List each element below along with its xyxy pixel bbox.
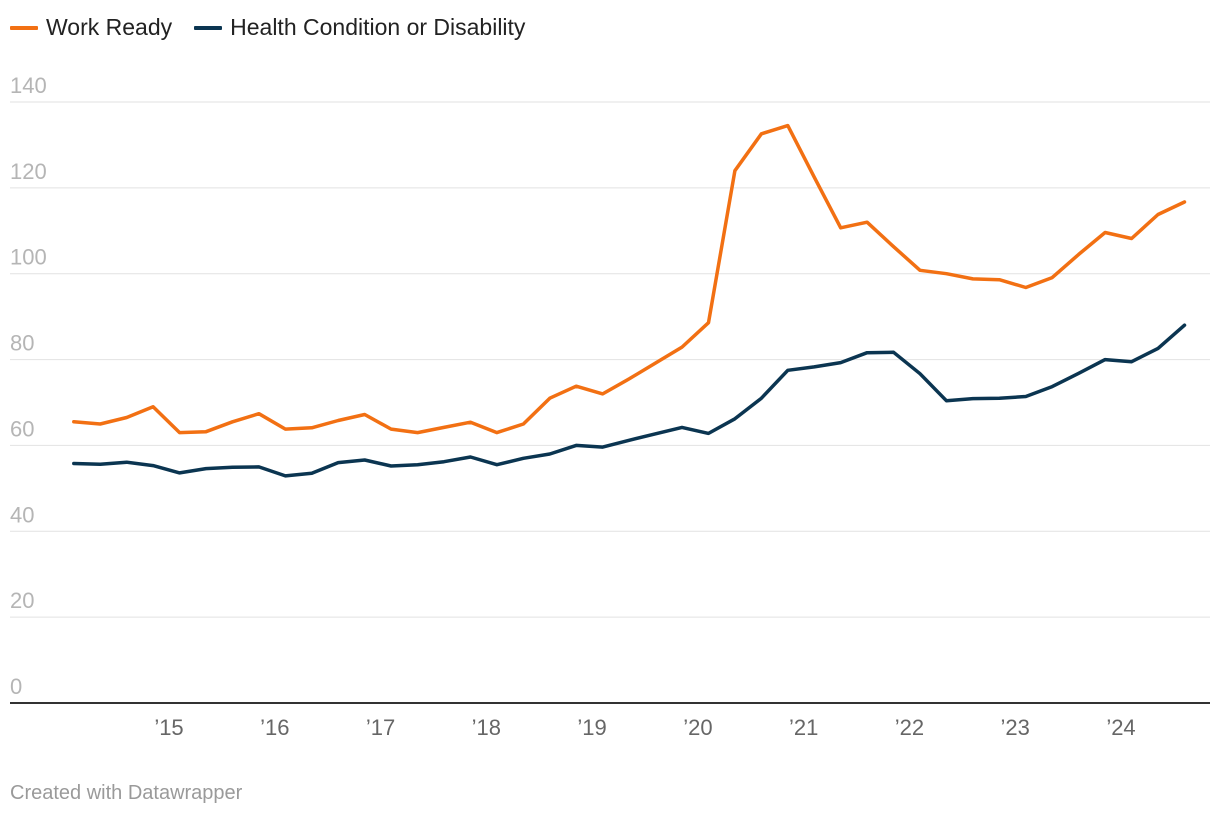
y-tick-label-40: 40 [10, 502, 34, 527]
legend-swatch-health [194, 25, 223, 30]
y-tick-label-60: 60 [10, 416, 34, 441]
legend-label-work-ready: Work Ready [46, 14, 173, 40]
series-line-health-condition [72, 323, 1187, 478]
x-tick-label: ’17 [366, 715, 395, 740]
legend-swatch-work-ready [10, 25, 38, 30]
credit-footer: Created with Datawrapper [10, 782, 243, 804]
x-tick-label: ’19 [577, 715, 606, 740]
y-tick-label-120: 120 [10, 159, 47, 184]
x-tick-label: ’23 [1001, 715, 1030, 740]
x-tick-label: ’18 [472, 715, 501, 740]
x-tick-label: ’15 [154, 715, 183, 740]
x-tick-label: ’20 [683, 715, 712, 740]
y-tick-label-80: 80 [10, 331, 34, 356]
x-tick-label: ’22 [895, 715, 924, 740]
legend-item-health: Health Condition or Disability [194, 14, 525, 41]
series-line-work-ready [72, 123, 1187, 435]
legend: Work Ready Health Condition or Disabilit… [10, 14, 525, 41]
legend-label-health: Health Condition or Disability [230, 14, 526, 40]
y-tick-label-0: 0 [10, 674, 22, 699]
y-tick-label-140: 140 [10, 73, 47, 98]
y-tick-label-100: 100 [10, 245, 47, 270]
legend-item-work-ready: Work Ready [10, 14, 172, 41]
x-tick-label: ’16 [260, 715, 289, 740]
x-tick-label: ’21 [789, 715, 818, 740]
y-tick-label-20: 20 [10, 588, 34, 613]
x-tick-label: ’24 [1106, 715, 1135, 740]
